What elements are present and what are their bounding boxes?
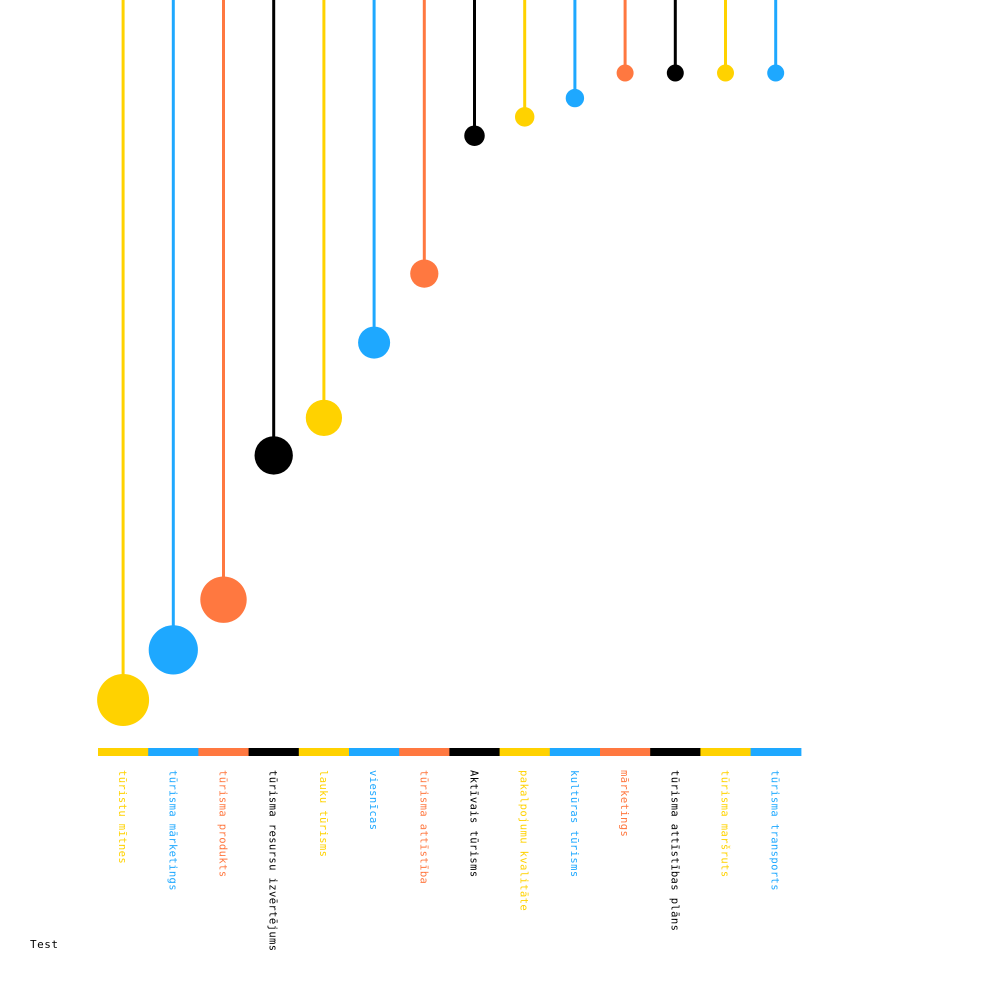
- baseline-segment: [700, 748, 752, 756]
- lollipop-point: [514, 107, 535, 127]
- baseline-segment: [148, 748, 199, 756]
- category-label: tūristu mītnes: [116, 770, 128, 864]
- category-label: Aktīvais tūrisms: [468, 770, 480, 878]
- category-label: pakalpojumu kvalitāte: [518, 770, 530, 911]
- lollipop-point: [666, 64, 684, 82]
- lollipop-point: [717, 64, 734, 82]
- baseline-segment: [650, 748, 701, 756]
- category-label: tūrisma transports: [769, 770, 781, 891]
- lollipop-point: [254, 436, 293, 475]
- lollipop-point: [358, 326, 391, 359]
- lollipop-point: [616, 64, 634, 82]
- baseline-segment: [399, 748, 450, 756]
- baseline-segment: [298, 748, 350, 756]
- category-label: kultūras tūrisms: [568, 770, 580, 878]
- lollipop-point: [767, 64, 785, 82]
- baseline-segment: [198, 748, 250, 756]
- baseline-segment: [499, 748, 551, 756]
- category-label: tūrisma resursu izvērtējums: [267, 770, 279, 951]
- category-label: tūrisma attīstības plāns: [668, 770, 680, 931]
- category-label: tūrisma attīstība: [417, 770, 429, 884]
- lollipop-point: [200, 576, 247, 623]
- lollipop-point: [305, 399, 343, 436]
- category-label: tūrisma produkts: [217, 770, 229, 878]
- category-label: tūrisma mārketings: [166, 770, 178, 891]
- lollipop-point: [148, 625, 198, 675]
- baseline-segment: [750, 748, 802, 756]
- baseline-segment: [449, 748, 501, 756]
- baseline-segment: [248, 748, 300, 756]
- category-label: viesnīcas: [367, 770, 379, 831]
- baseline-segment: [549, 748, 601, 756]
- lollipop-point: [464, 125, 485, 146]
- baseline-segment: [349, 748, 400, 756]
- baseline-segment: [98, 748, 149, 756]
- category-label: lauku tūrisms: [317, 770, 329, 857]
- lollipop-point: [565, 88, 585, 108]
- lollipop-point: [97, 674, 150, 726]
- baseline-segment: [600, 748, 651, 756]
- lollipop-point: [410, 259, 439, 288]
- category-label: tūrisma maršruts: [719, 770, 731, 878]
- footer-label: Test: [30, 938, 59, 951]
- category-label: mārketings: [618, 770, 630, 837]
